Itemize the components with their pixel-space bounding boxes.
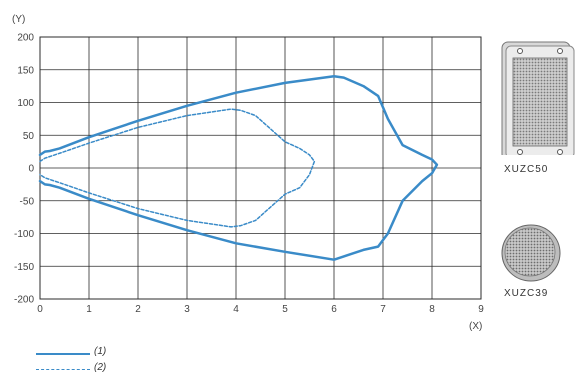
plot-grid — [39, 36, 482, 300]
round-reflector-icon — [501, 224, 561, 282]
y-tick-label: -150 — [14, 262, 34, 273]
axis-ticks: 0 1 2 3 4 5 6 7 8 9 200 150 100 50 0 -50 -100 -150 -200 — [14, 33, 484, 316]
x-tick-label: 3 — [184, 304, 190, 315]
product-name-xuzc50: XUZC50 — [504, 164, 549, 175]
x-tick-label: 1 — [86, 304, 92, 315]
legend-item-1: (1) — [36, 346, 156, 362]
x-axis-label: (X) — [469, 321, 482, 332]
legend-swatch-solid — [36, 353, 90, 355]
legend-label-2: (2) — [94, 362, 107, 373]
y-axis-label: (Y) — [12, 14, 25, 25]
x-tick-label: 8 — [429, 304, 435, 315]
series-line-1 — [38, 75, 439, 261]
y-tick-label: 0 — [28, 164, 34, 175]
y-tick-label: 100 — [17, 98, 34, 109]
y-tick-label: -100 — [14, 229, 34, 240]
square-reflector-icon — [501, 41, 575, 161]
product-xuzc50 — [498, 40, 578, 161]
product-xuzc39 — [500, 222, 562, 284]
y-tick-label: 150 — [17, 65, 34, 76]
plot-series — [38, 75, 439, 261]
x-tick-label: 6 — [331, 304, 337, 315]
legend-label-1: (1) — [94, 346, 107, 357]
series-line-2 — [39, 108, 316, 228]
legend-swatch-dashed — [36, 369, 90, 370]
x-tick-label: 2 — [135, 304, 141, 315]
y-tick-label: 50 — [23, 131, 35, 142]
y-tick-label: -50 — [20, 196, 35, 207]
product-name-xuzc39: XUZC39 — [504, 288, 549, 299]
y-tick-label: -200 — [14, 295, 34, 306]
y-tick-label: 200 — [17, 33, 34, 44]
x-tick-label: 5 — [282, 304, 288, 315]
x-tick-label: 9 — [478, 304, 484, 315]
legend-item-2: (2) — [36, 362, 156, 378]
x-tick-label: 0 — [37, 304, 43, 315]
x-tick-label: 7 — [380, 304, 386, 315]
x-tick-label: 4 — [233, 304, 239, 315]
